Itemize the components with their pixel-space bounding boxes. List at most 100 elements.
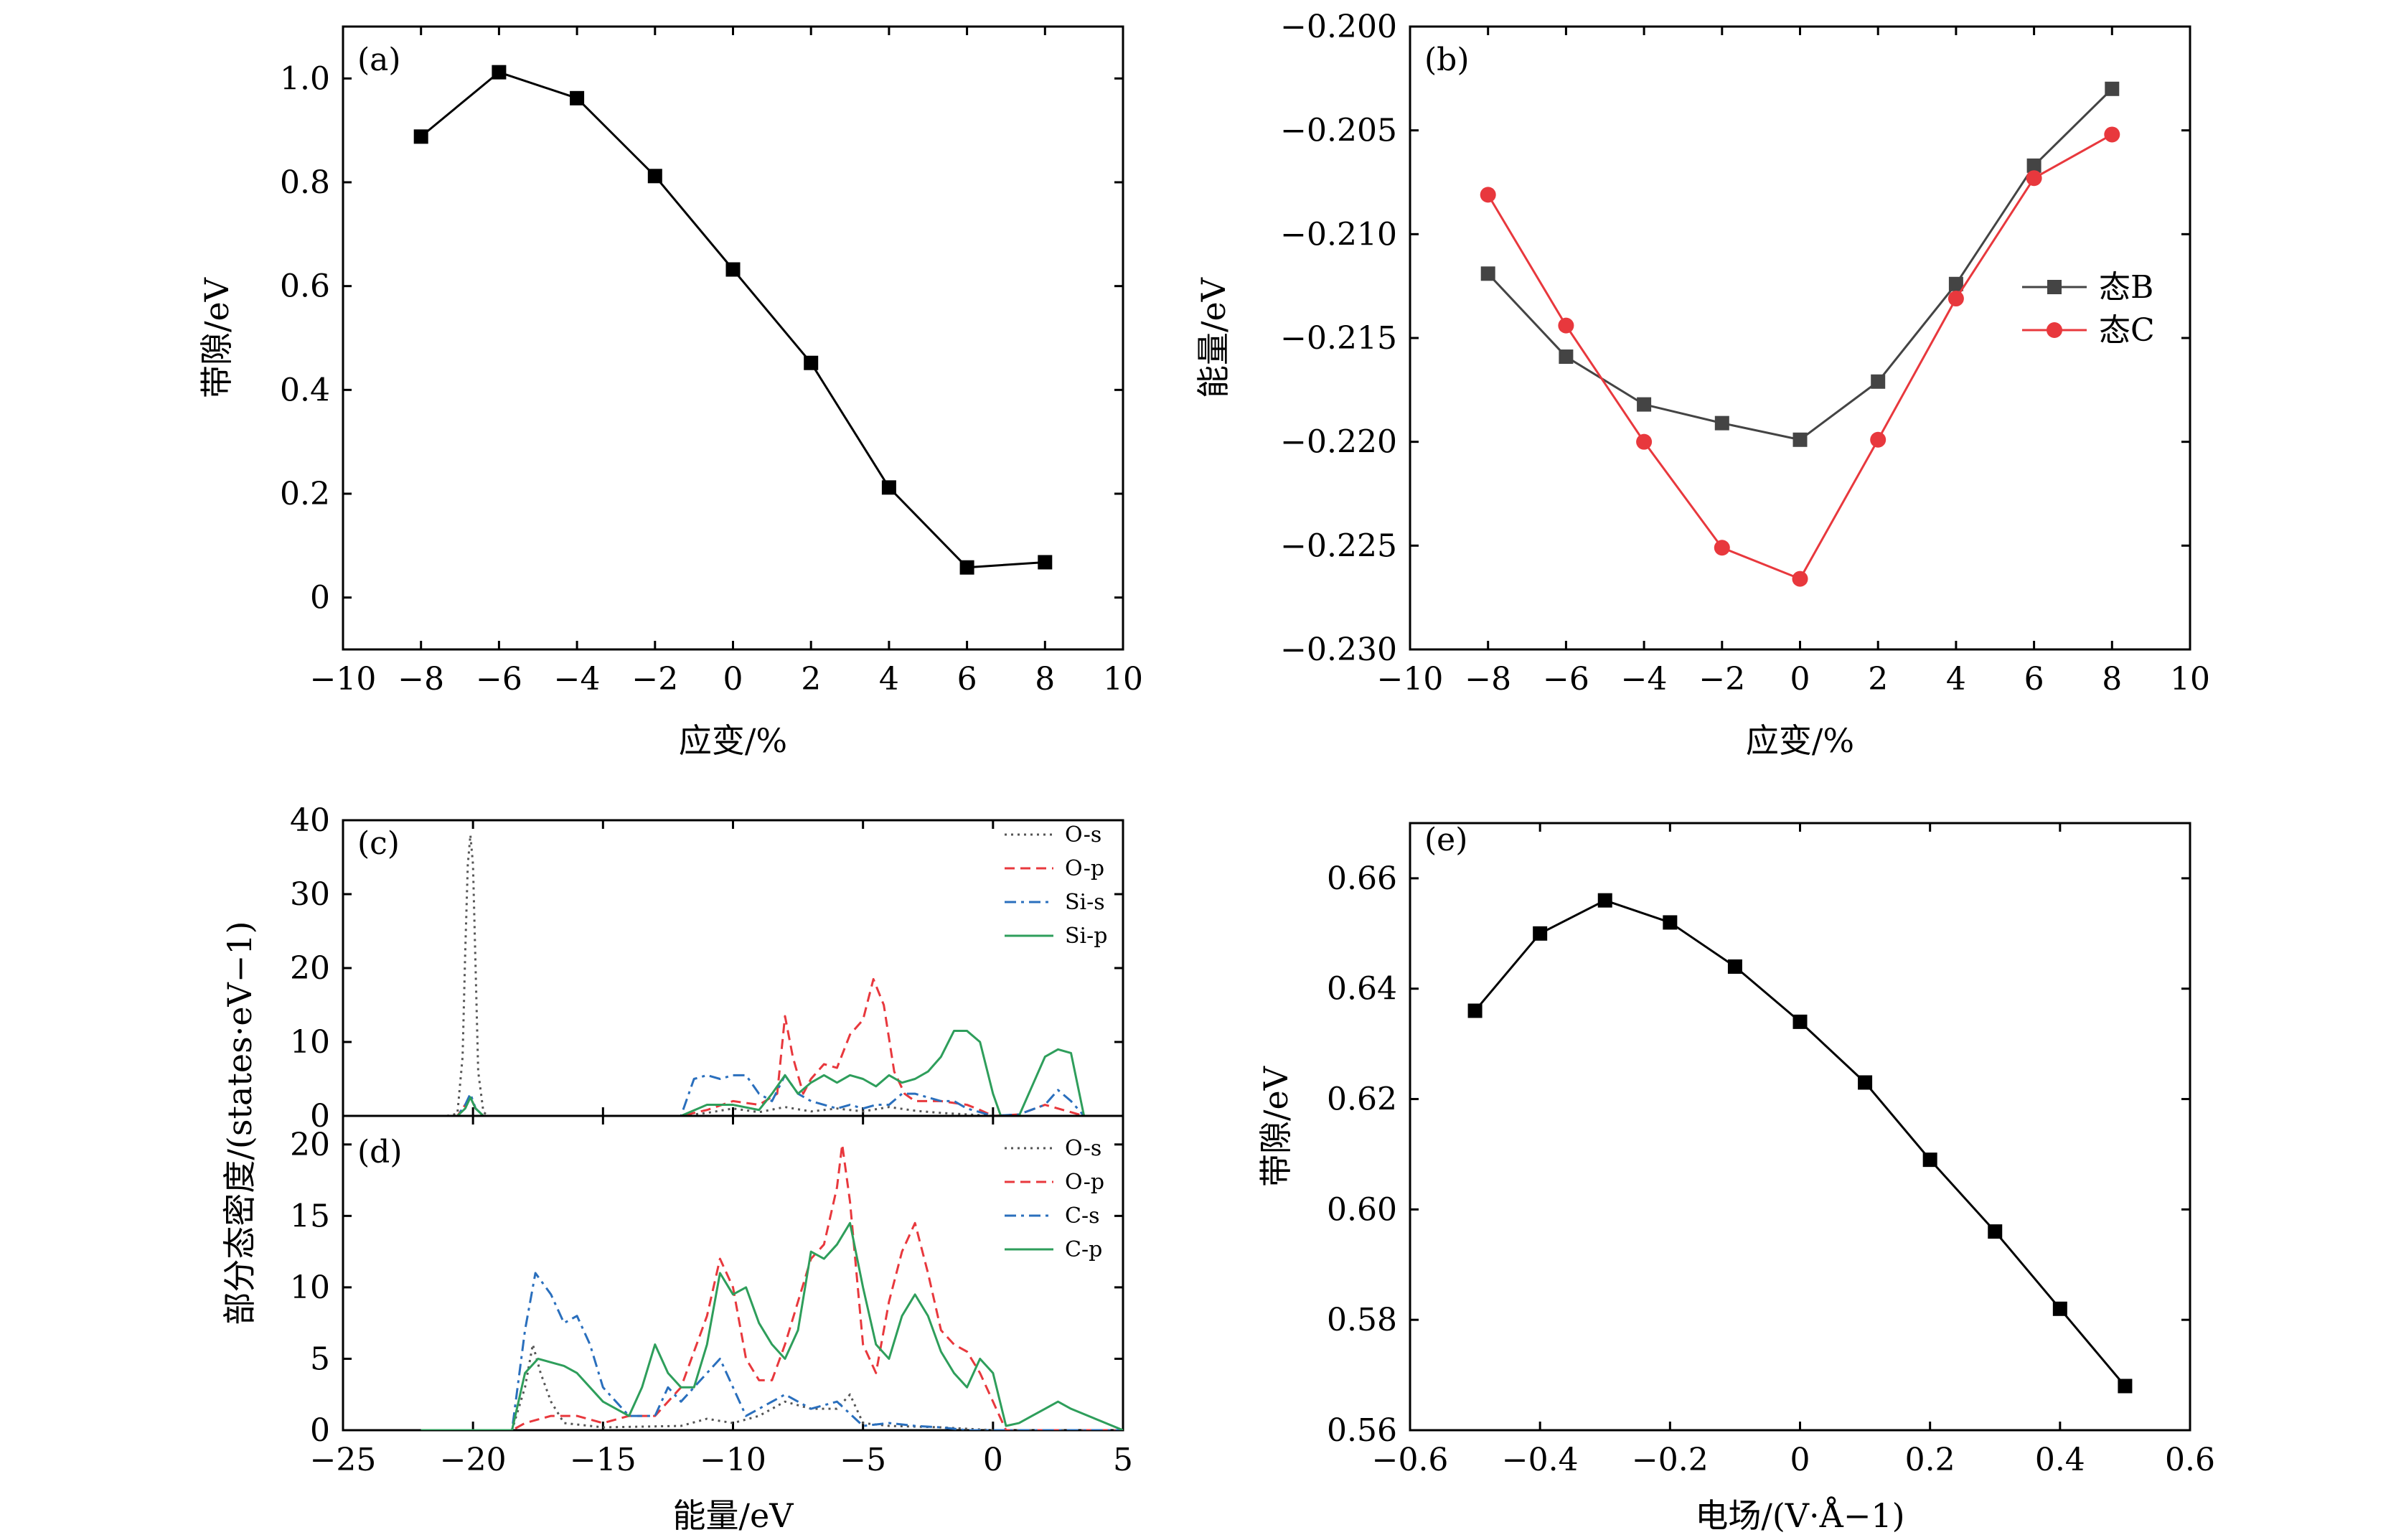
x-axis-title: 能量/eV xyxy=(673,1496,794,1535)
x-tick-label: 8 xyxy=(2102,661,2122,698)
series-0 xyxy=(413,65,1053,575)
data-point xyxy=(2105,81,2120,96)
panel-c: 0 10 20 30 40 (c) O-s O-p Si-s Si-p xyxy=(290,802,1124,1135)
data-point xyxy=(492,65,507,80)
x-tick-label: 10 xyxy=(1103,661,1143,698)
x-tick-label: −4 xyxy=(1621,661,1668,698)
legend-label: Si-s xyxy=(1065,890,1105,915)
x-tick-label: 6 xyxy=(2024,661,2044,698)
y-axis-title: 带隙/eV xyxy=(1256,1066,1295,1187)
y-tick-label: 15 xyxy=(290,1198,330,1234)
data-point xyxy=(1792,432,1808,447)
x-tick-label: −6 xyxy=(476,661,522,698)
series-line xyxy=(1487,133,2113,581)
y-tick-label: 0.60 xyxy=(1327,1191,1397,1228)
series-line xyxy=(420,1221,1123,1430)
data-point xyxy=(1792,571,1808,587)
series-Si-s xyxy=(420,1074,1085,1116)
data-point xyxy=(1533,926,1548,941)
y-tick-label: 1.0 xyxy=(280,60,330,97)
x-tick-label: 0.4 xyxy=(2035,1442,2085,1478)
legend-label: O-p xyxy=(1065,856,1104,881)
x-tick-label: 0.6 xyxy=(2165,1442,2215,1478)
x-axis-title: 应变/% xyxy=(679,721,787,760)
data-point xyxy=(647,169,662,184)
legend-label: O-s xyxy=(1065,1136,1101,1161)
x-tick-label: 0 xyxy=(723,661,743,698)
data-point xyxy=(2052,1301,2067,1316)
panel-label: (a) xyxy=(357,42,401,78)
y-tick-label: −0.205 xyxy=(1280,113,1397,149)
panel-label: (d) xyxy=(357,1134,403,1170)
legend-label: O-p xyxy=(1065,1170,1104,1195)
data-point xyxy=(1922,1152,1937,1168)
legend-marker xyxy=(2047,280,2062,294)
y-tick-label: 0 xyxy=(310,1412,330,1449)
y-tick-label: −0.200 xyxy=(1280,9,1397,45)
data-point xyxy=(2104,126,2120,143)
data-point xyxy=(1559,349,1574,365)
shared-y-axis-title: 部分态密度/(states·eV−1) xyxy=(220,921,259,1325)
x-tick-label: 0 xyxy=(983,1442,1003,1478)
legend-label: C-s xyxy=(1065,1203,1100,1229)
y-tick-label: 0.8 xyxy=(280,164,330,201)
x-tick-label: −20 xyxy=(440,1442,507,1478)
data-point xyxy=(1038,555,1053,570)
y-axis-title: 带隙/eV xyxy=(197,277,236,398)
x-axis-title: 电场/(V·Å−1) xyxy=(1695,1496,1904,1535)
data-point xyxy=(881,480,896,495)
data-point xyxy=(1947,291,1964,307)
y-tick-label: 0.66 xyxy=(1327,860,1397,897)
x-tick-label: 0.2 xyxy=(1905,1442,1955,1478)
series-Si-p xyxy=(420,1030,1086,1116)
data-point xyxy=(2118,1379,2133,1394)
data-point xyxy=(1480,266,1495,281)
y-tick-label: 0.64 xyxy=(1327,971,1397,1008)
data-point xyxy=(959,560,974,575)
x-tick-label: −6 xyxy=(1543,661,1589,698)
series-line xyxy=(1474,899,2126,1387)
plot-frame xyxy=(1409,822,2191,1432)
series-line xyxy=(420,834,1084,1116)
series-O-p xyxy=(420,1143,1123,1430)
series-态C xyxy=(1480,126,2120,587)
series-line xyxy=(420,1030,1086,1116)
data-point xyxy=(1988,1224,2003,1239)
x-tick-label: 8 xyxy=(1035,661,1055,698)
series-C-p xyxy=(420,1221,1123,1430)
data-point xyxy=(1858,1075,1873,1090)
x-tick-label: −4 xyxy=(554,661,601,698)
data-point xyxy=(413,129,428,144)
data-point xyxy=(1792,1014,1808,1029)
legend-label: Si-p xyxy=(1065,924,1108,949)
panel-label: (b) xyxy=(1424,42,1470,78)
x-tick-label: −2 xyxy=(1698,661,1745,698)
data-point xyxy=(804,355,819,370)
data-point xyxy=(1714,415,1729,431)
y-tick-label: 0.58 xyxy=(1327,1302,1397,1338)
y-tick-label: 5 xyxy=(310,1341,330,1377)
x-tick-label: −10 xyxy=(1377,661,1444,698)
x-tick-label: −0.6 xyxy=(1372,1442,1449,1478)
series-O-s xyxy=(420,834,1084,1116)
legend-label: O-s xyxy=(1065,822,1101,848)
x-tick-label: 2 xyxy=(801,661,821,698)
y-tick-label: 0 xyxy=(310,580,330,616)
y-tick-label: 0.6 xyxy=(280,268,330,305)
x-tick-label: −0.4 xyxy=(1502,1442,1579,1478)
x-tick-label: −15 xyxy=(570,1442,636,1478)
data-point xyxy=(1727,959,1742,974)
panel-a: −10 −8 −6 −4 −2 0 2 4 6 8 10 0 0.2 0.4 0.6 0.8 1.0 应变/% 带隙… xyxy=(197,25,1143,760)
data-point xyxy=(570,90,585,105)
y-tick-label: 20 xyxy=(290,1127,330,1163)
x-tick-label: −8 xyxy=(398,661,444,698)
plot-frame xyxy=(342,819,1124,1117)
x-tick-label: 0 xyxy=(1790,1442,1810,1478)
y-tick-label: −0.230 xyxy=(1280,632,1397,668)
y-tick-label: 0.62 xyxy=(1327,1081,1397,1118)
data-point xyxy=(1714,540,1730,556)
x-tick-label: 4 xyxy=(879,661,899,698)
data-point xyxy=(725,262,741,277)
y-tick-label: 10 xyxy=(290,1024,330,1061)
y-tick-label: −0.210 xyxy=(1280,216,1397,253)
